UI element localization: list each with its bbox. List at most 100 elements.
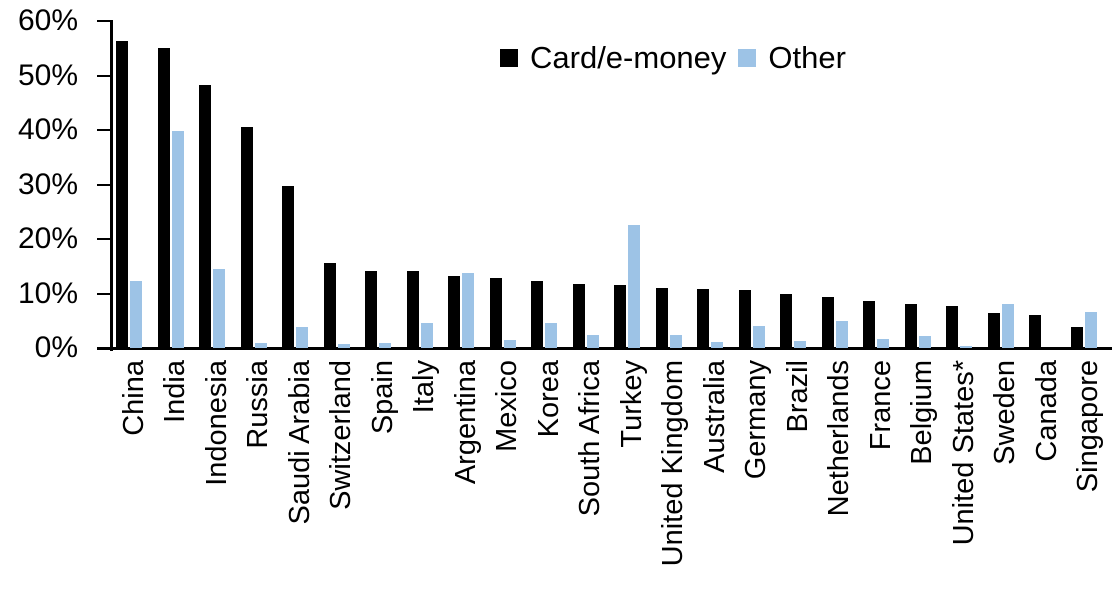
x-axis-line [97, 347, 1112, 350]
bar-other [462, 272, 474, 348]
bar-other [171, 131, 184, 348]
bar-other [1001, 303, 1014, 348]
y-tick-mark [97, 129, 113, 131]
bar-card-e-money [157, 48, 170, 348]
y-tick-mark [97, 74, 113, 77]
bar-card-e-money [448, 275, 460, 348]
x-label: France [864, 360, 897, 451]
bar-group [404, 21, 446, 348]
bar-card-e-money [116, 41, 128, 348]
x-label: Indonesia [200, 360, 233, 486]
x-label: Germany [740, 360, 773, 480]
bar-card-e-money [946, 305, 958, 348]
bar-other [628, 224, 640, 348]
bar-group [1068, 21, 1110, 348]
bar-card-e-money [655, 287, 668, 348]
x-label-cell: Mexico [487, 360, 529, 592]
x-label: United States* [947, 360, 980, 546]
plot-area [113, 21, 1109, 348]
x-label: Sweden [989, 360, 1022, 465]
x-label-cell: Belgium [902, 360, 944, 592]
x-label: Brazil [781, 360, 814, 433]
y-axis-line [110, 21, 113, 351]
y-tick-mark [97, 183, 113, 186]
bar-card-e-money [365, 270, 377, 348]
bar-card-e-money [738, 290, 751, 348]
x-label-cell: Australia [694, 360, 736, 592]
y-tick-label: 10% [17, 276, 78, 310]
x-label: Netherlands [823, 360, 856, 517]
bar-group [362, 21, 404, 348]
x-label-cell: Brazil [777, 360, 819, 592]
y-tick-label: 30% [17, 167, 78, 201]
bar-card-e-money [821, 297, 834, 348]
bar-other [877, 339, 889, 348]
bar-group [943, 21, 985, 348]
bar-group [321, 21, 363, 348]
bar-card-e-money [282, 185, 294, 348]
x-label-cell: Singapore [1068, 360, 1110, 592]
bar-other [296, 327, 308, 348]
bar-card-e-money [1029, 315, 1041, 348]
bar-group [611, 21, 653, 348]
bar-group [819, 21, 861, 348]
bar-other [130, 280, 142, 348]
bar-other [835, 321, 848, 348]
x-label-cell: Indonesia [196, 360, 238, 592]
y-tick-mark [97, 238, 113, 240]
x-label: Italy [408, 360, 441, 414]
x-label: Russia [242, 360, 275, 449]
x-label: United Kingdom [657, 360, 690, 567]
bar-card-e-money [614, 284, 626, 348]
x-label: Australia [698, 360, 731, 473]
bar-card-e-money [572, 284, 585, 348]
bar-card-e-money [199, 85, 211, 348]
x-label-cell: Netherlands [819, 360, 861, 592]
legend-label-other: Other [768, 40, 846, 75]
y-tick-label: 20% [17, 222, 78, 255]
bar-card-e-money [904, 303, 917, 348]
bar-group [694, 21, 736, 348]
bar-card-e-money [240, 127, 253, 348]
chart-legend: Card/e-money Other [500, 40, 846, 76]
legend-label-card-e-money: Card/e-money [530, 40, 727, 75]
x-label: Belgium [906, 360, 939, 465]
bar-card-e-money [531, 280, 543, 348]
bar-group [155, 21, 197, 348]
bar-other [503, 340, 516, 348]
y-tick-label: 0% [34, 331, 78, 364]
x-label-cell: Argentina [445, 360, 487, 592]
bar-group [445, 21, 487, 348]
legend-swatch-card-e-money [500, 49, 518, 67]
bar-other [337, 343, 350, 348]
bar-card-e-money [780, 293, 792, 348]
x-label: China [117, 360, 150, 436]
y-tick-label: 60% [17, 4, 78, 37]
x-label-cell: India [155, 360, 197, 592]
x-label: Saudi Arabia [283, 360, 316, 525]
x-label-cell: Korea [528, 360, 570, 592]
bar-other [960, 346, 972, 348]
bar-group [777, 21, 819, 348]
bar-other [752, 326, 765, 348]
y-tick-mark [97, 292, 113, 295]
bar-other [711, 342, 723, 348]
x-label: Singapore [1072, 360, 1105, 493]
bar-other [254, 342, 267, 348]
bar-other [1084, 312, 1097, 348]
bar-group [196, 21, 238, 348]
bar-other [545, 322, 557, 348]
x-label-cell: Turkey [611, 360, 653, 592]
legend-item-card-e-money: Card/e-money [500, 40, 726, 76]
x-label-cell: Sweden [985, 360, 1027, 592]
bar-group [1026, 21, 1068, 348]
bar-group [653, 21, 695, 348]
bar-other [586, 335, 599, 348]
bar-other [669, 335, 682, 348]
bar-card-e-money [697, 288, 709, 348]
bar-card-e-money [987, 312, 1000, 348]
x-label: India [159, 360, 192, 423]
bar-other [794, 341, 806, 348]
legend-item-other: Other [738, 40, 846, 76]
x-label: Turkey [615, 360, 648, 448]
